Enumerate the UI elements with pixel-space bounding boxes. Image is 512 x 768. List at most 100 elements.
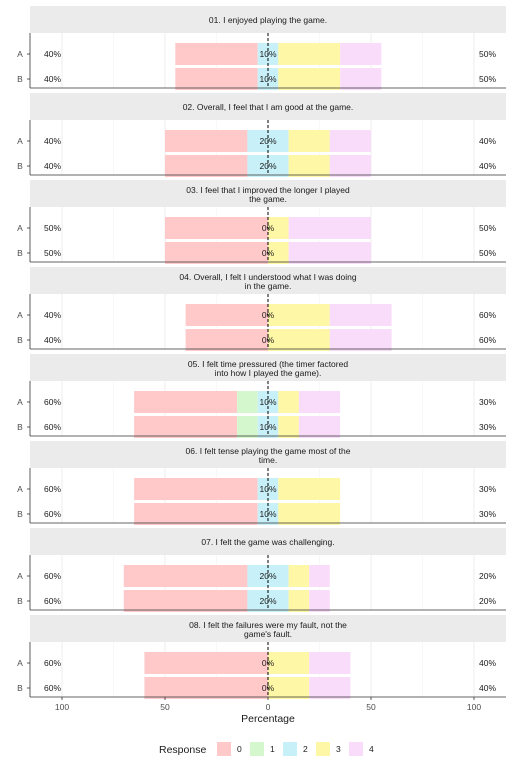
legend-label: 3: [336, 744, 341, 754]
right-percent-label: 40%: [479, 658, 496, 668]
left-percent-label: 60%: [44, 596, 61, 606]
bar-segment-level-0: [175, 68, 258, 90]
bar-segment-level-4: [340, 68, 382, 90]
legend-label: 4: [369, 744, 374, 754]
bar-segment-level-4: [298, 391, 341, 413]
bar-segment-level-3: [278, 43, 341, 65]
legend-label: 1: [270, 744, 275, 754]
legend-key-4: [349, 742, 363, 756]
left-percent-label: 60%: [44, 397, 61, 407]
bar-segment-level-4: [309, 677, 351, 699]
left-percent-label: 40%: [44, 161, 61, 171]
panel-strip: [30, 6, 506, 33]
right-percent-label: 20%: [479, 596, 496, 606]
panel-title: into how I played the game).: [215, 368, 322, 378]
bar-segment-level-0: [165, 217, 268, 239]
bar-segment-level-3: [278, 478, 341, 500]
row-label: A: [17, 658, 23, 668]
left-percent-label: 40%: [44, 74, 61, 84]
right-percent-label: 50%: [479, 74, 496, 84]
bar-segment-level-0: [185, 304, 268, 326]
bar-segment-level-0: [123, 565, 248, 587]
panel-title: the game.: [249, 194, 287, 204]
panel-title: 03. I feel that I improved the longer I …: [186, 185, 350, 195]
row-label: B: [17, 596, 23, 606]
bar-segment-level-1: [237, 391, 258, 413]
row-label: A: [17, 223, 23, 233]
bar-segment-level-3: [268, 677, 310, 699]
legend-key-3: [316, 742, 330, 756]
bar-segment-level-0: [165, 155, 248, 177]
right-percent-label: 50%: [479, 248, 496, 258]
left-percent-label: 60%: [44, 509, 61, 519]
bar-segment-level-4: [340, 43, 382, 65]
right-percent-label: 40%: [479, 161, 496, 171]
panel-title: 05. I felt time pressured (the timer fac…: [188, 359, 348, 369]
x-tick-label: 50: [160, 702, 170, 712]
panel-strip: [30, 267, 506, 294]
bar-segment-level-3: [278, 416, 299, 438]
left-percent-label: 50%: [44, 223, 61, 233]
x-tick-label: 0: [266, 702, 271, 712]
right-percent-label: 30%: [479, 397, 496, 407]
row-label: A: [17, 49, 23, 59]
bar-segment-level-4: [329, 130, 371, 152]
panel-strip: [30, 93, 506, 120]
right-percent-label: 20%: [479, 571, 496, 581]
left-percent-label: 40%: [44, 136, 61, 146]
bar-segment-level-3: [268, 304, 330, 326]
panel-strip: [30, 180, 506, 207]
bar-segment-level-4: [329, 329, 392, 351]
bar-segment-level-0: [185, 329, 268, 351]
left-percent-label: 60%: [44, 571, 61, 581]
right-percent-label: 30%: [479, 422, 496, 432]
bar-segment-level-4: [298, 416, 341, 438]
bar-segment-level-3: [268, 329, 330, 351]
bar-segment-level-0: [134, 416, 238, 438]
legend-label: 0: [237, 744, 242, 754]
left-percent-label: 50%: [44, 248, 61, 258]
legend-title: Response: [159, 744, 206, 756]
bar-segment-level-3: [288, 590, 310, 612]
bar-segment-level-4: [329, 155, 371, 177]
bar-segment-level-0: [165, 242, 268, 264]
panel-title: 04. Overall, I felt I understood what I …: [179, 272, 356, 282]
row-label: A: [17, 571, 23, 581]
panel-title: 01. I enjoyed playing the game.: [209, 15, 327, 25]
bar-segment-level-4: [309, 590, 330, 612]
right-percent-label: 50%: [479, 223, 496, 233]
panel-title: game's fault.: [244, 629, 292, 639]
bar-segment-level-1: [237, 416, 258, 438]
row-label: A: [17, 136, 23, 146]
left-percent-label: 60%: [44, 683, 61, 693]
bar-segment-level-4: [309, 565, 330, 587]
panel-title: in the game.: [245, 281, 292, 291]
legend-key-2: [283, 742, 297, 756]
panel-title: 06. I felt tense playing the game most o…: [186, 446, 351, 456]
panel-strip: [30, 615, 506, 642]
left-percent-label: 40%: [44, 335, 61, 345]
left-percent-label: 60%: [44, 422, 61, 432]
legend-key-0: [217, 742, 231, 756]
bar-segment-level-4: [309, 652, 351, 674]
panel-strip: [30, 528, 506, 555]
left-percent-label: 40%: [44, 49, 61, 59]
panel-strip: [30, 354, 506, 381]
x-tick-label: 100: [55, 702, 69, 712]
panel-title: 02. Overall, I feel that I am good at th…: [183, 102, 354, 112]
right-percent-label: 60%: [479, 310, 496, 320]
bar-segment-level-0: [175, 43, 258, 65]
row-label: B: [17, 74, 23, 84]
bar-segment-level-0: [134, 391, 238, 413]
row-label: A: [17, 484, 23, 494]
bar-segment-level-3: [278, 391, 299, 413]
right-percent-label: 60%: [479, 335, 496, 345]
bar-segment-level-0: [123, 590, 248, 612]
x-tick-label: 100: [467, 702, 481, 712]
x-tick-label: 50: [366, 702, 376, 712]
right-percent-label: 30%: [479, 484, 496, 494]
row-label: B: [17, 335, 23, 345]
bar-segment-level-3: [288, 565, 310, 587]
bar-segment-level-3: [278, 503, 341, 525]
